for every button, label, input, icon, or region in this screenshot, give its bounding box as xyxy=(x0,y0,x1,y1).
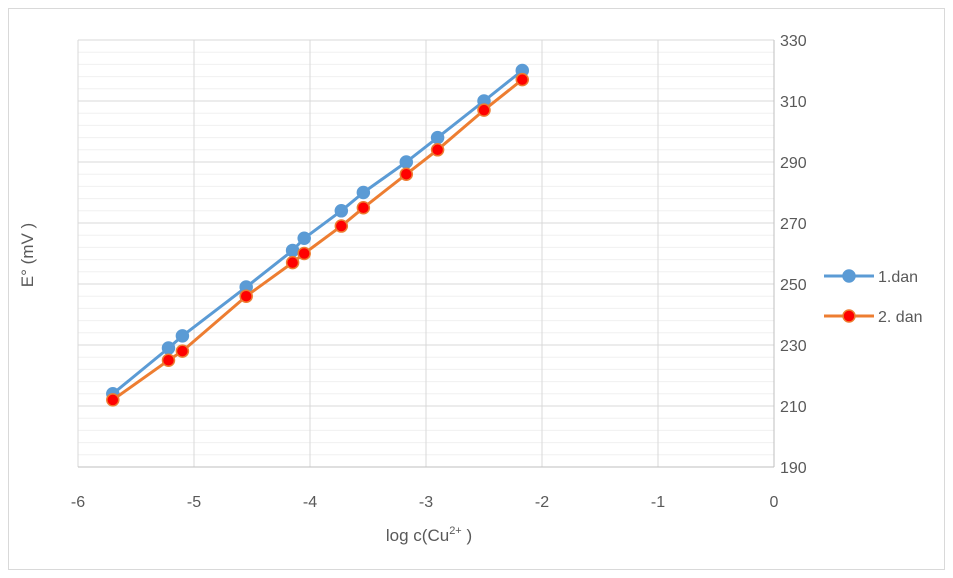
x-axis-label-superscript: 2+ xyxy=(449,525,462,537)
data-point xyxy=(515,72,530,87)
legend-marker xyxy=(842,269,856,283)
data-point xyxy=(430,130,445,145)
y-tick-label: 210 xyxy=(780,399,807,416)
data-point xyxy=(334,219,349,233)
legend-marker xyxy=(842,309,856,323)
x-tick-label: -6 xyxy=(71,494,85,511)
data-point xyxy=(106,393,120,407)
y-axis-label: E° (mV ) xyxy=(18,223,37,287)
x-axis-label-end: ) xyxy=(462,526,472,545)
x-tick-label: -3 xyxy=(419,494,433,511)
data-point xyxy=(161,353,176,367)
y-tick-label: 310 xyxy=(780,94,807,111)
data-point xyxy=(477,103,491,117)
data-point xyxy=(297,231,311,245)
data-point xyxy=(239,289,253,303)
legend-label: 1.dan xyxy=(878,269,918,286)
tick-labels: 190 210 230 250 270 290 310 330 -6 -5 -4 -3 -2 -1 0 xyxy=(71,33,807,511)
x-tick-label: -2 xyxy=(535,494,549,511)
data-point xyxy=(399,167,414,181)
data-point xyxy=(285,243,300,258)
x-tick-label: -1 xyxy=(651,494,665,511)
data-point xyxy=(356,201,371,215)
y-tick-label: 250 xyxy=(780,277,807,294)
series-line-2 xyxy=(111,78,524,402)
data-point xyxy=(161,341,176,355)
y-tick-label: 230 xyxy=(780,338,807,355)
y-tick-label: 330 xyxy=(780,33,807,50)
data-point xyxy=(175,329,190,343)
data-point xyxy=(430,143,445,157)
y-tick-label: 270 xyxy=(780,216,807,233)
chart-frame: 190 210 230 250 270 290 310 330 -6 -5 -4 -3 -2 -1 0 E°… xyxy=(8,8,945,570)
grid-lines xyxy=(77,39,774,467)
line-chart: 190 210 230 250 270 290 310 330 -6 -5 -4 -3 -2 -1 0 E°… xyxy=(18,33,922,545)
x-tick-label: -5 xyxy=(187,494,201,511)
legend: 1.dan 2. dan xyxy=(824,269,922,326)
x-axis-label-main: log c(Cu xyxy=(386,526,449,545)
data-point xyxy=(399,155,414,169)
series-layer xyxy=(106,63,530,407)
data-point xyxy=(334,204,349,218)
y-tick-label: 290 xyxy=(780,155,807,172)
legend-label: 2. dan xyxy=(878,309,922,326)
x-tick-label: 0 xyxy=(770,494,779,511)
x-axis-label: log c(Cu2+ ) xyxy=(386,525,472,545)
data-point xyxy=(285,255,300,270)
axes xyxy=(78,40,775,468)
data-point xyxy=(297,246,311,261)
y-tick-label: 190 xyxy=(780,460,807,477)
x-tick-label: -4 xyxy=(303,494,317,511)
data-point xyxy=(175,344,190,358)
data-point xyxy=(356,185,371,200)
